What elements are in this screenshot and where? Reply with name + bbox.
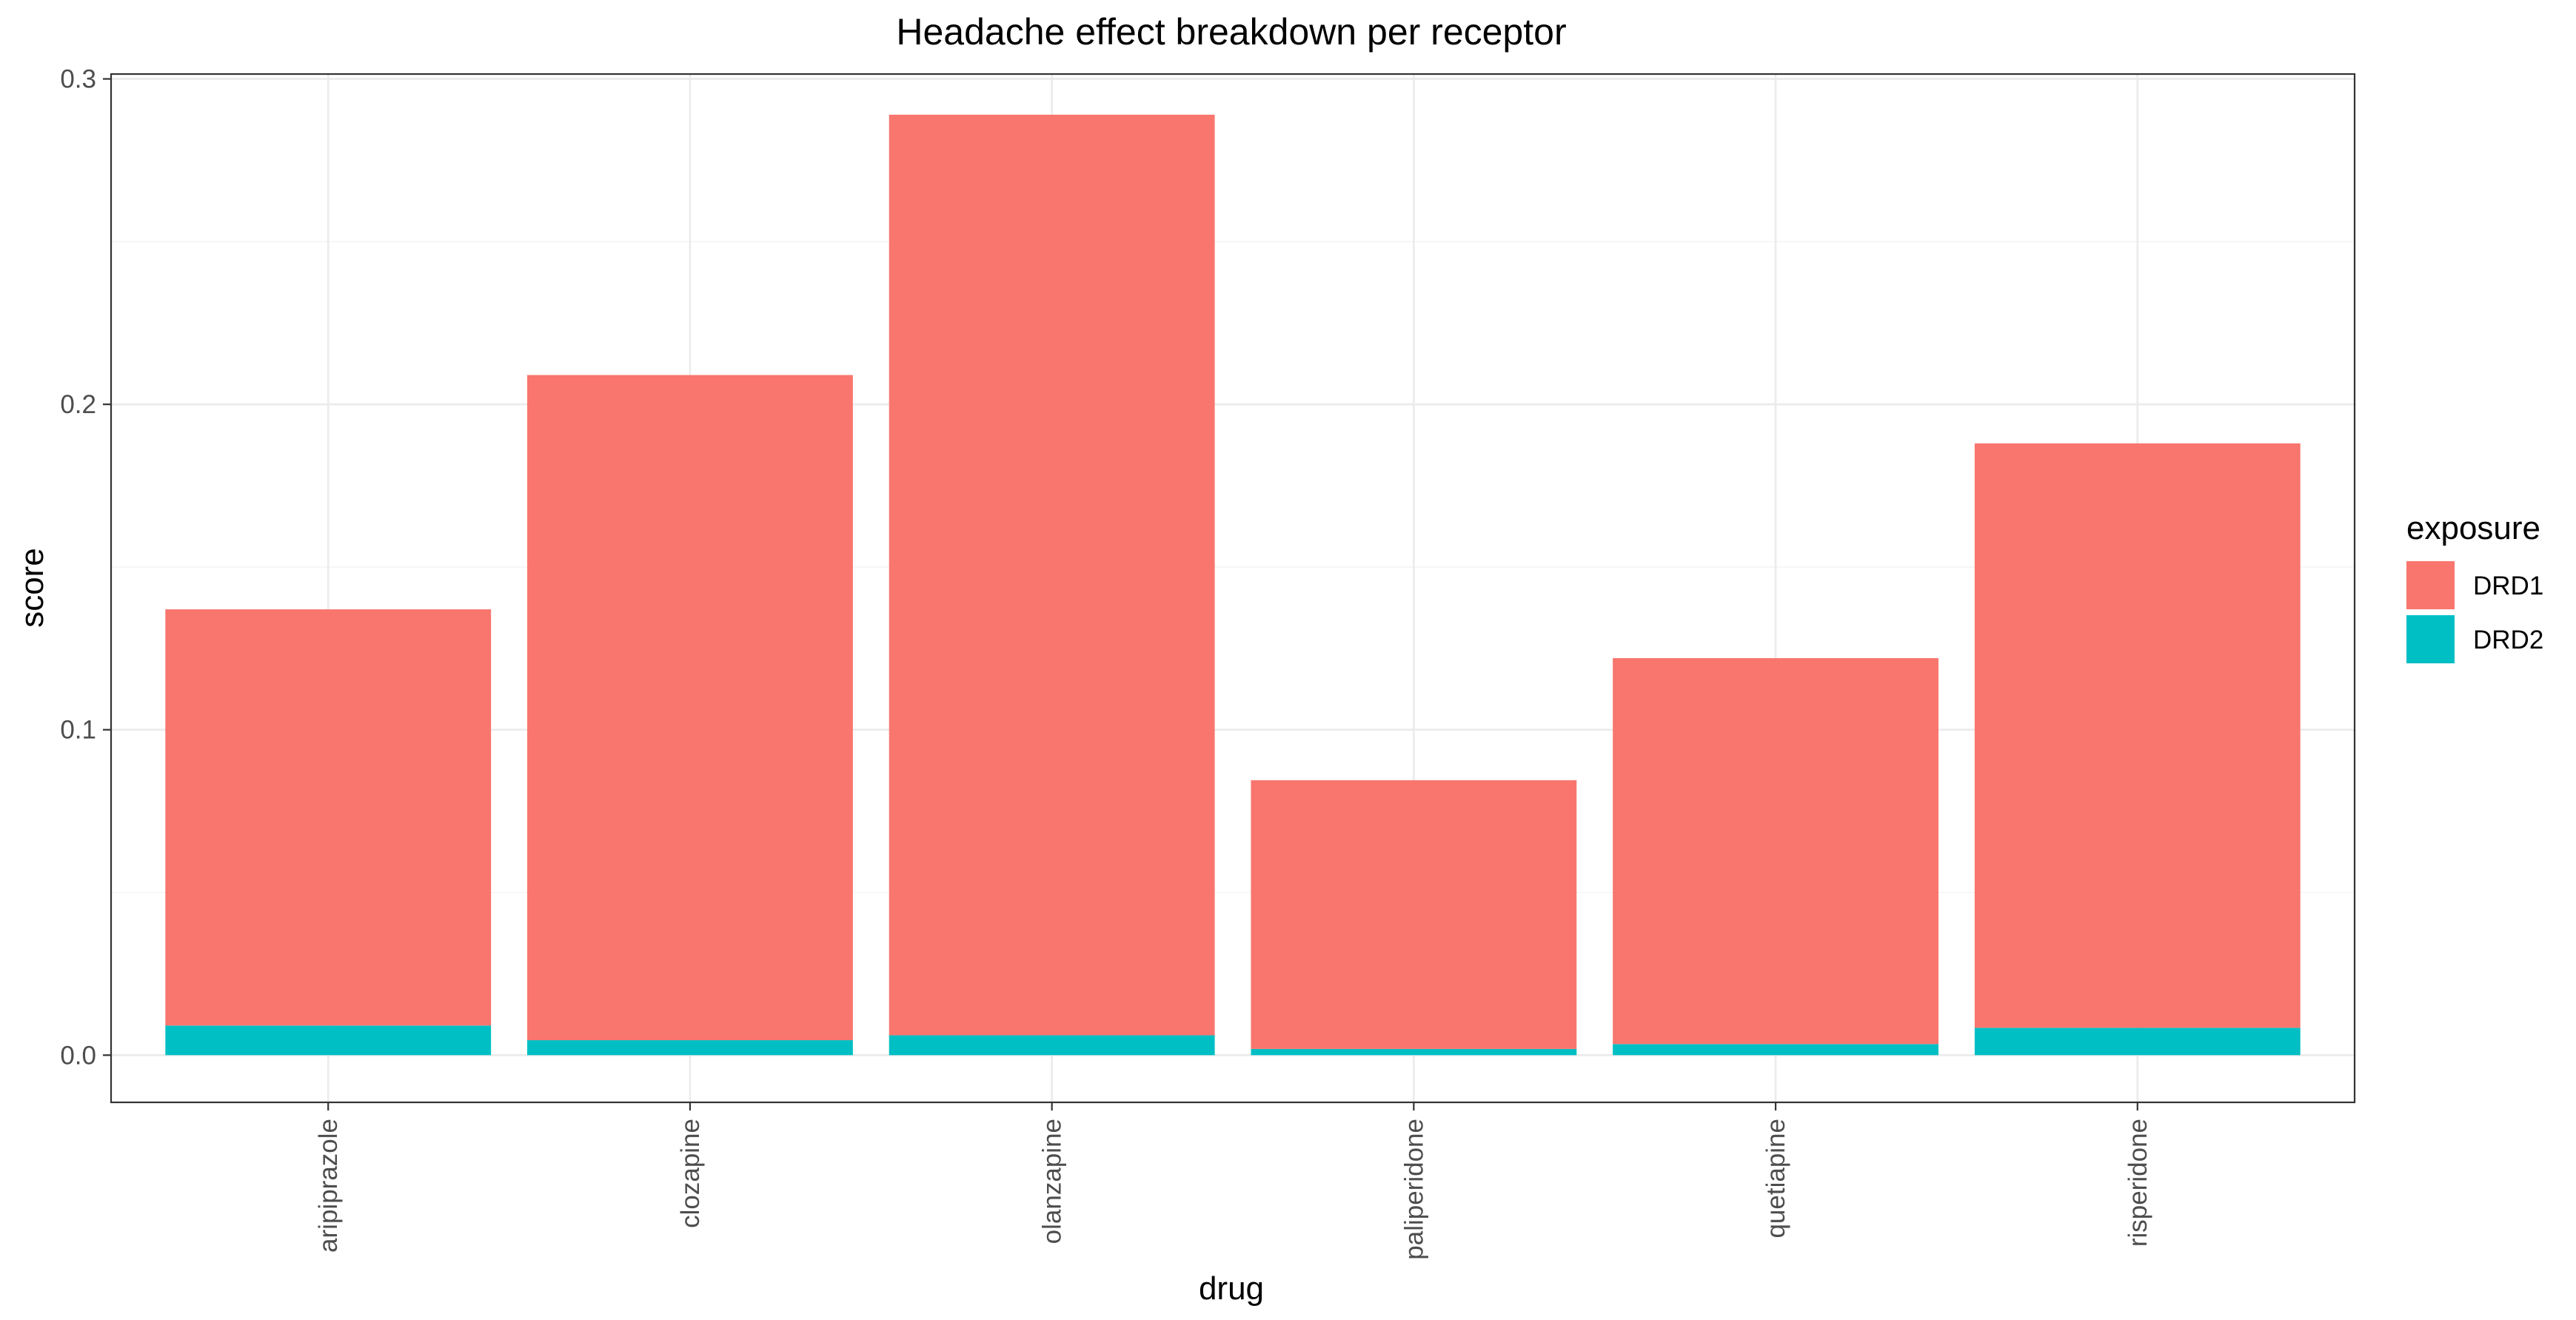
bar-olanzapine-drd2	[889, 1035, 1215, 1056]
plot-panel-border	[110, 73, 2356, 1104]
bar-aripiprazole-drd1	[165, 609, 492, 1026]
bar-risperidone-drd1	[1974, 443, 2301, 1028]
bar-clozapine-drd1	[527, 375, 853, 1041]
bar-quetiapine-drd1	[1613, 658, 1938, 1045]
x-tick-label-aripiprazole: aripiprazole	[314, 1119, 343, 1253]
legend-label-drd1: DRD1	[2473, 572, 2543, 600]
x-tick-label-clozapine: clozapine	[676, 1119, 705, 1228]
x-tick-label-olanzapine: olanzapine	[1038, 1119, 1067, 1244]
legend-swatch-drd2	[2406, 615, 2455, 663]
bar-aripiprazole-drd2	[165, 1025, 492, 1056]
bars	[165, 114, 2301, 1056]
y-axis-title: score	[14, 548, 50, 628]
x-tick-label-quetiapine: quetiapine	[1762, 1119, 1790, 1239]
legend-swatch-drd1	[2406, 561, 2455, 609]
x-tick-label-paliperidone: paliperidone	[1399, 1119, 1428, 1260]
legend: exposure DRD1 DRD2	[2406, 510, 2543, 663]
bar-olanzapine-drd1	[889, 114, 1215, 1036]
bar-paliperidone-drd1	[1251, 780, 1577, 1049]
y-tick-label: 0.1	[60, 716, 96, 745]
y-tick-label: 0.3	[60, 65, 96, 94]
bar-paliperidone-drd2	[1251, 1048, 1577, 1056]
bar-risperidone-drd2	[1974, 1028, 2301, 1056]
y-axis: 0.0 0.1 0.2 0.3	[60, 65, 111, 1070]
x-axis: aripiprazole clozapine olanzapine paliperid…	[314, 1102, 2152, 1260]
y-tick-label: 0.0	[60, 1041, 96, 1070]
x-tick-label-risperidone: risperidone	[2124, 1119, 2152, 1247]
legend-label-drd2: DRD2	[2473, 626, 2543, 654]
chart-title: Headache effect breakdown per receptor	[896, 11, 1566, 53]
bar-clozapine-drd2	[527, 1040, 853, 1056]
y-tick-label: 0.2	[60, 390, 96, 419]
bar-quetiapine-drd2	[1613, 1044, 1938, 1056]
legend-title: exposure	[2406, 510, 2540, 546]
x-axis-title: drug	[1199, 1270, 1264, 1307]
